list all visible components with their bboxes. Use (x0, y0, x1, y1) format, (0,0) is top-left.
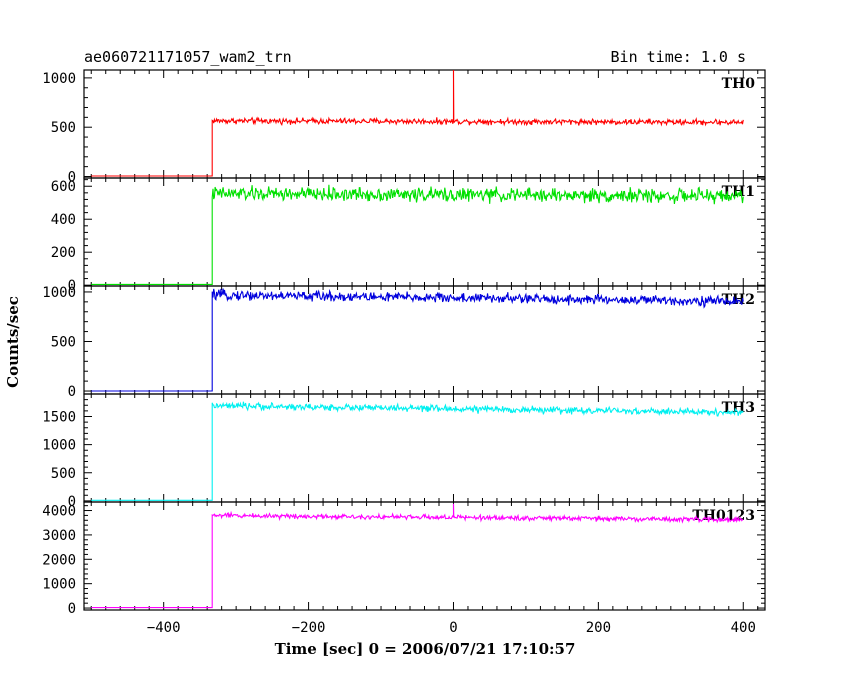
y-tick-label: 1000 (42, 438, 76, 454)
x-tick-label: 400 (731, 620, 756, 636)
y-tick-label: 0 (68, 494, 76, 510)
panel-th0: 0 500 1000 TH0 (42, 69, 766, 186)
y-tick-label: 0 (68, 170, 76, 186)
series-line-th1 (91, 184, 744, 285)
y-tick-label: 1000 (42, 577, 76, 593)
y-tick-label: 200 (51, 245, 76, 261)
series-line-th2 (91, 288, 744, 392)
x-tick-label: −200 (292, 620, 326, 636)
x-axis-label: Time [sec] 0 = 2006/07/21 17:10:57 (275, 640, 576, 658)
panel-frame (83, 177, 766, 287)
panel-frame (83, 285, 766, 395)
y-tick-label: 0 (68, 601, 76, 617)
x-tick-label: 0 (449, 620, 457, 636)
y-tick-label: 500 (51, 466, 76, 482)
panel-th0123: 0 1000 2000 3000 4000 TH0123 (42, 501, 766, 617)
series-line-th3 (91, 401, 744, 501)
y-tick-label: 1000 (42, 71, 76, 87)
y-tick-label: 0 (68, 278, 76, 294)
x-tick-label: 200 (586, 620, 611, 636)
y-tick-label: 1500 (42, 410, 76, 426)
panel-label: TH0 (722, 76, 756, 92)
chart-title: ae060721171057_wam2_trn (84, 48, 292, 66)
chart-subtitle: Bin time: 1.0 s (611, 48, 746, 66)
y-tick-label: 3000 (42, 528, 76, 544)
y-tick-label: 1000 (42, 285, 76, 301)
panel-label: TH0123 (692, 508, 755, 524)
y-tick-label: 500 (51, 334, 76, 350)
y-tick-label: 2000 (42, 552, 76, 568)
series-line-th0123 (91, 503, 744, 609)
y-tick-label: 500 (51, 120, 76, 136)
y-axis-label: Counts/sec (4, 296, 22, 388)
y-tick-label: 600 (51, 179, 76, 195)
y-tick-label: 400 (51, 212, 76, 228)
y-tick-label: 0 (68, 384, 76, 400)
x-tick-label: −400 (147, 620, 181, 636)
y-tick-label: 4000 (42, 504, 76, 520)
panel-frame (83, 69, 766, 179)
series-line-th0 (91, 69, 744, 177)
